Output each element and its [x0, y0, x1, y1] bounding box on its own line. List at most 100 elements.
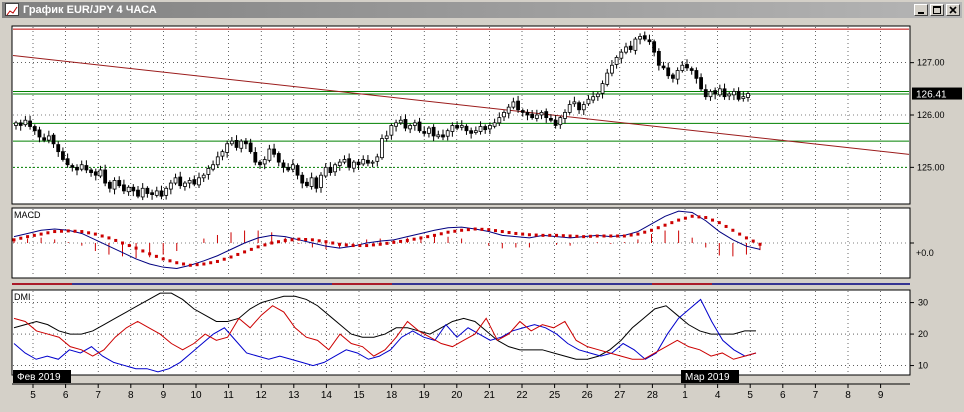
macd-signal-dot	[568, 234, 572, 238]
dmi-panel[interactable]	[11, 289, 911, 376]
candle	[112, 177, 117, 195]
candle	[197, 172, 201, 189]
macd-signal-dot	[460, 228, 464, 232]
macd-signal-dot	[616, 234, 620, 238]
candle-body	[478, 126, 483, 132]
candle	[671, 72, 675, 83]
candle-body	[42, 137, 47, 141]
candle	[342, 155, 347, 165]
candle-body	[577, 102, 581, 111]
candle	[262, 156, 267, 170]
candle-body	[431, 126, 436, 137]
trend-line	[12, 55, 910, 155]
y-tick-label: 125.00	[917, 162, 945, 172]
dmi-di-minus-line	[13, 305, 757, 360]
candle-body	[694, 70, 699, 79]
candle-body	[112, 180, 117, 190]
candle	[314, 175, 319, 193]
candle	[356, 158, 361, 170]
macd-signal-dot	[32, 233, 36, 237]
candle-body	[605, 72, 610, 85]
candle	[638, 33, 642, 45]
candle	[164, 186, 169, 200]
candle	[201, 173, 206, 183]
chart-area[interactable]: 127.00 126.00 125.00 126.41 MACD +0.0 30 20 1…	[0, 18, 964, 407]
macd-signal-dot	[432, 233, 436, 237]
candle	[455, 121, 459, 131]
candle	[431, 124, 436, 142]
macd-signal-dot	[154, 254, 158, 258]
candle	[483, 124, 488, 134]
candle-body	[581, 104, 586, 111]
candle-body	[403, 119, 408, 129]
candle	[70, 163, 75, 172]
minimize-button[interactable]	[914, 4, 928, 16]
candle	[586, 95, 591, 106]
candle	[563, 109, 567, 124]
dmi-label: DMI	[14, 292, 31, 302]
candle	[206, 165, 211, 180]
macd-signal-dot	[541, 233, 545, 237]
price-axis: 127.00 126.00 125.00 126.41	[910, 58, 962, 172]
candle	[37, 126, 42, 143]
candle-body	[248, 142, 253, 153]
macd-signal-dot	[310, 238, 314, 242]
candle-body	[122, 184, 126, 192]
macd-signal-dot	[80, 230, 84, 234]
macd-signal-dot	[378, 242, 382, 246]
candle-body	[727, 93, 732, 97]
macd-signal-dot	[263, 243, 267, 247]
candle-body	[51, 134, 56, 145]
macd-signal-dot	[53, 230, 57, 234]
candle	[89, 167, 93, 177]
macd-signal-dot	[26, 235, 30, 239]
candle	[459, 120, 464, 131]
candle-body	[84, 165, 89, 171]
macd-signal-dot	[405, 238, 409, 242]
candle	[187, 177, 192, 189]
candle-body	[23, 119, 28, 126]
candle	[75, 164, 79, 176]
x-tick-label: 1	[682, 390, 688, 401]
macd-signal-dot	[202, 262, 206, 266]
x-tick-label: 25	[549, 390, 561, 401]
macd-signal-dot	[331, 241, 335, 245]
macd-signal-dot	[453, 229, 457, 233]
macd-signal-dot	[100, 234, 104, 238]
candle	[694, 67, 699, 84]
month-label: Фев 2019	[17, 372, 61, 383]
close-button[interactable]	[946, 4, 960, 16]
candle-body	[567, 104, 572, 113]
candle-body	[699, 77, 703, 90]
macd-signal-dot	[507, 231, 511, 234]
macd-signal-dot	[649, 228, 653, 232]
candle	[610, 60, 614, 77]
candle-body	[628, 45, 633, 50]
macd-signal-dot	[521, 232, 525, 236]
macd-signal-dot	[276, 240, 280, 244]
candle-body	[473, 130, 478, 133]
macd-signal-dot	[670, 221, 674, 225]
macd-signal-dot	[107, 236, 111, 240]
candle-body	[253, 152, 258, 163]
candle-body	[741, 96, 746, 99]
macd-signal-dot	[412, 237, 416, 241]
candle	[122, 179, 126, 195]
candle-body	[18, 122, 23, 126]
candle-body	[131, 186, 136, 192]
candle-body	[394, 122, 398, 127]
candle	[248, 138, 253, 154]
candle	[319, 172, 323, 193]
macd-signal-dot	[426, 235, 430, 239]
candle-body	[319, 174, 323, 188]
macd-signal-dot	[555, 233, 559, 237]
title-bar[interactable]: График EUR/JPY 4 ЧАСА	[2, 2, 962, 18]
maximize-button[interactable]	[930, 4, 944, 16]
candle-body	[647, 39, 652, 43]
candle-body	[638, 36, 642, 40]
chart-svg[interactable]: 127.00 126.00 125.00 126.41 MACD +0.0 30 20 1…	[0, 18, 964, 407]
macd-signal-dot	[399, 239, 403, 243]
macd-signal-dot	[317, 239, 321, 243]
candle-body	[229, 140, 234, 145]
